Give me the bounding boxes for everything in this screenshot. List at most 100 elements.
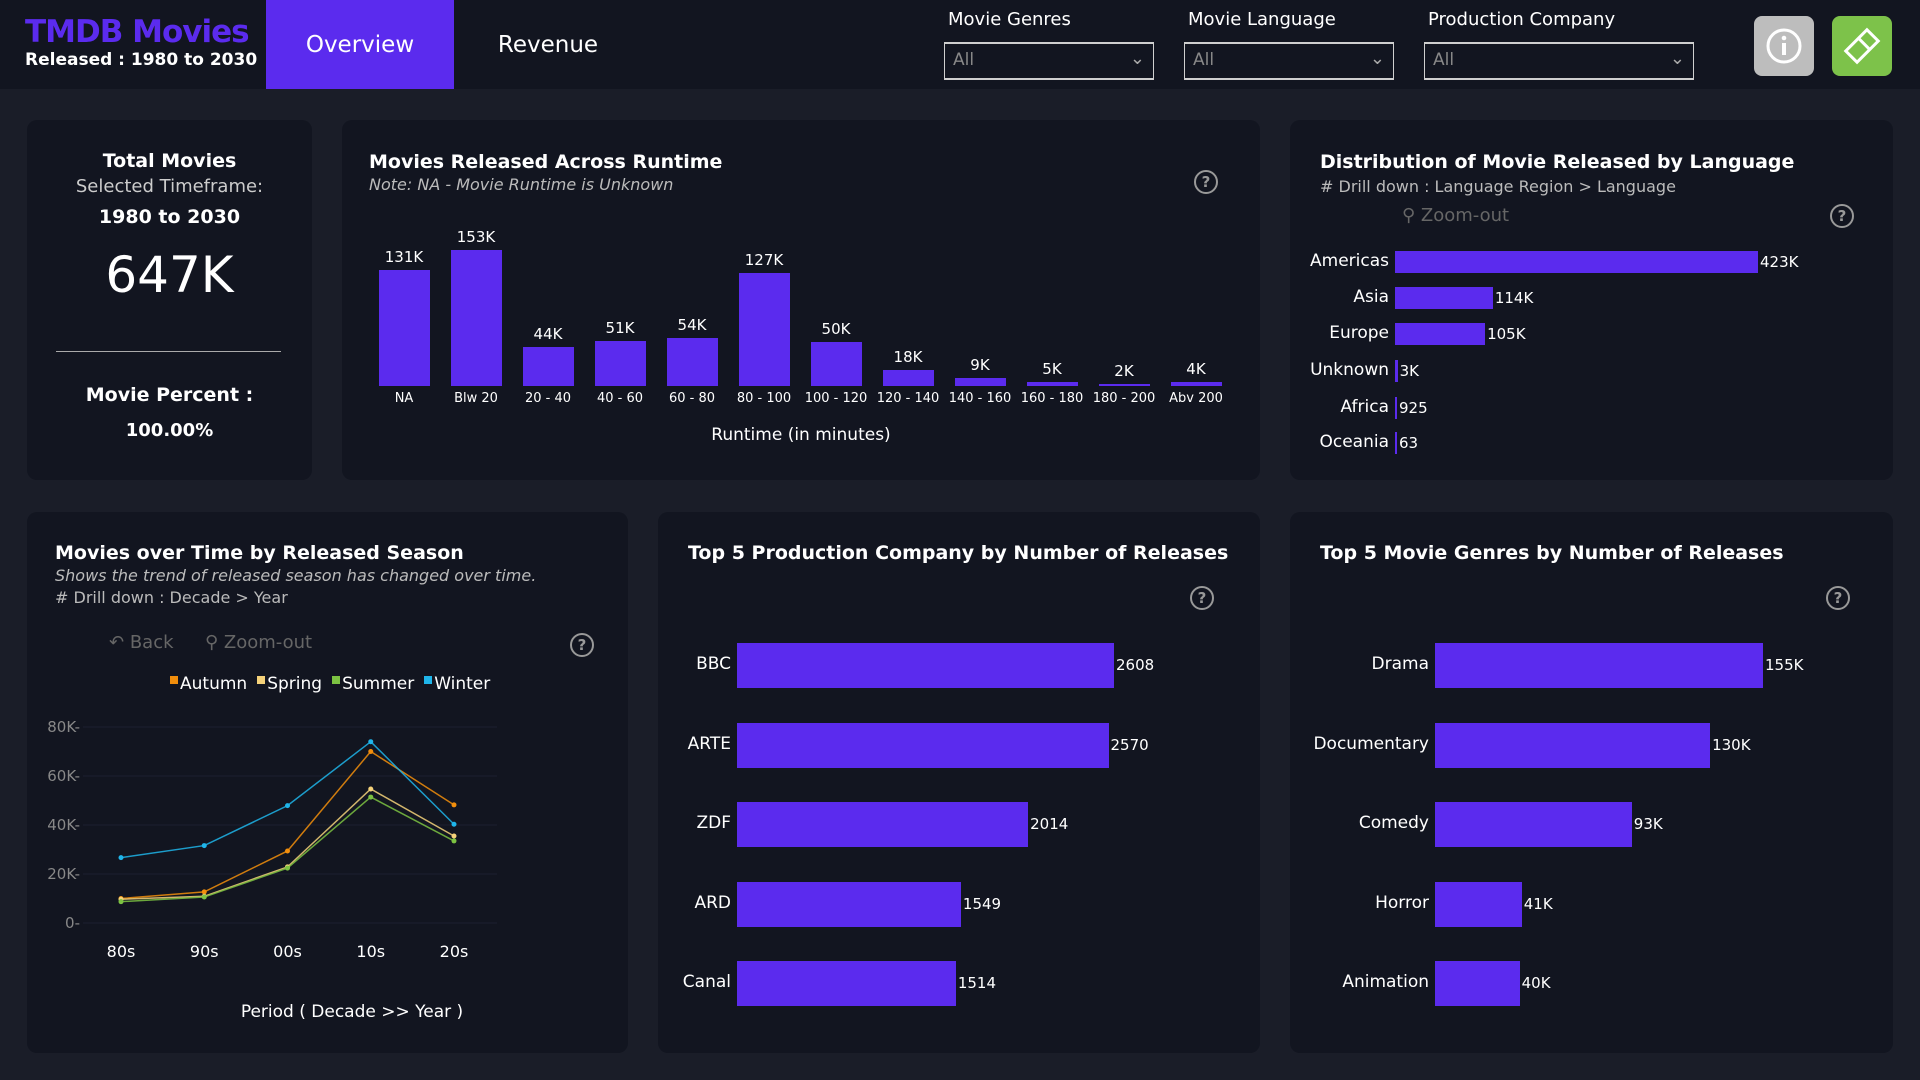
data-label: 423K <box>1760 253 1799 271</box>
data-point[interactable] <box>201 889 207 895</box>
chevron-down-icon: ⌄ <box>1369 48 1385 69</box>
legend-label: Spring <box>267 674 323 694</box>
info-button[interactable] <box>1754 16 1814 76</box>
chart-title: Movies Released Across Runtime <box>369 151 723 173</box>
legend: Autumn Spring Summer Winter <box>170 674 490 694</box>
category-label: Documentary <box>1313 734 1429 754</box>
category-label: Canal <box>682 972 731 992</box>
legend-swatch <box>332 676 341 684</box>
legend-label: Autumn <box>180 674 248 694</box>
data-point[interactable] <box>368 749 374 754</box>
legend-item[interactable]: Autumn <box>170 674 247 694</box>
data-point[interactable] <box>285 848 290 854</box>
kpi-value: 647K <box>105 246 234 304</box>
filter-genres-label: Movie Genres <box>948 9 1071 30</box>
x-tick-label: 90s <box>190 942 219 961</box>
tab-revenue[interactable]: Revenue <box>497 31 599 58</box>
category-label: Americas <box>1310 251 1389 271</box>
filter-genres-dropdown[interactable]: All ⌄ <box>944 42 1154 80</box>
data-label: 153K <box>456 228 496 246</box>
help-icon[interactable]: ? <box>570 633 594 657</box>
help-icon[interactable]: ? <box>1194 170 1218 194</box>
data-point[interactable] <box>451 833 457 839</box>
bar <box>883 370 934 386</box>
data-point[interactable] <box>368 739 374 745</box>
bar <box>1099 384 1150 386</box>
bar <box>1395 432 1397 454</box>
x-tick-label: 10s <box>356 942 385 961</box>
filter-language-dropdown[interactable]: All ⌄ <box>1184 42 1394 80</box>
data-point[interactable] <box>285 803 290 809</box>
data-point[interactable] <box>118 899 124 905</box>
data-label: 2014 <box>1030 815 1069 833</box>
chart-title: Top 5 Movie Genres by Number of Releases <box>1320 542 1784 564</box>
eraser-icon <box>1843 27 1881 65</box>
tab-overview[interactable]: Overview <box>266 0 454 89</box>
category-label: Animation <box>1342 972 1429 992</box>
y-tick-label: 80K- <box>47 718 80 736</box>
filter-company-dropdown[interactable]: All ⌄ <box>1424 42 1694 80</box>
bar <box>451 250 502 386</box>
data-point[interactable] <box>201 843 207 849</box>
data-label: 155K <box>1765 656 1804 674</box>
legend-item[interactable]: Summer <box>332 674 414 694</box>
bar <box>1435 801 1632 847</box>
chevron-down-icon: ⌄ <box>1669 48 1685 69</box>
category-label: ZDF <box>696 813 731 833</box>
data-point[interactable] <box>451 802 457 808</box>
help-icon[interactable]: ? <box>1830 204 1854 228</box>
help-icon[interactable]: ? <box>1826 586 1850 610</box>
chart-subtitle: Shows the trend of released season has c… <box>55 566 537 585</box>
bar <box>737 881 961 927</box>
series-line-winter <box>120 740 455 859</box>
bar <box>1435 881 1522 927</box>
data-label: 44K <box>533 324 563 343</box>
category-label: 80 - 100 <box>736 391 792 406</box>
category-label: NA <box>394 391 414 406</box>
data-label: 1514 <box>957 974 997 992</box>
data-label: 3K <box>1399 362 1419 380</box>
zoom-out-button[interactable]: ⚲ Zoom-out <box>205 632 312 653</box>
bar <box>1435 642 1763 688</box>
bar <box>739 273 790 386</box>
chart-title: Distribution of Movie Released by Langua… <box>1320 151 1795 173</box>
data-point[interactable] <box>118 855 124 861</box>
bar <box>1171 382 1222 386</box>
divider <box>56 351 281 352</box>
bar <box>737 960 956 1006</box>
bar <box>737 722 1109 768</box>
legend-item[interactable]: Spring <box>257 674 322 694</box>
legend-label: Summer <box>342 674 415 694</box>
category-label: Africa <box>1340 397 1390 417</box>
y-tick-label: 0- <box>65 914 80 932</box>
back-button[interactable]: ↶ Back <box>109 632 174 653</box>
bar <box>1395 397 1397 419</box>
data-point[interactable] <box>368 794 374 800</box>
data-label: 2608 <box>1116 656 1155 674</box>
clear-filters-button[interactable] <box>1832 16 1892 76</box>
data-point[interactable] <box>201 894 207 900</box>
data-point[interactable] <box>368 786 374 792</box>
bar <box>811 341 862 386</box>
category-label: Blw 20 <box>454 391 498 406</box>
genres-chart-panel: Top 5 Movie Genres by Number of Releases… <box>1290 512 1893 1053</box>
legend-swatch <box>257 676 266 684</box>
zoom-out-label: Zoom-out <box>1420 205 1510 226</box>
help-icon[interactable]: ? <box>1190 586 1214 610</box>
bar <box>1395 287 1493 309</box>
kpi-percent: 100.00% <box>125 420 214 441</box>
y-tick-label: 60K- <box>47 767 80 785</box>
filter-genres-value: All <box>953 50 975 70</box>
data-point[interactable] <box>451 838 457 844</box>
category-label: Unknown <box>1310 360 1389 380</box>
kpi-timeframe-label: Selected Timeframe: <box>75 176 264 197</box>
legend-item[interactable]: Winter <box>424 674 490 694</box>
zoom-out-icon: ⚲ <box>1402 205 1421 226</box>
x-tick-label: 80s <box>107 942 136 961</box>
data-point[interactable] <box>285 865 290 871</box>
filter-company-value: All <box>1433 50 1455 70</box>
chevron-down-icon: ⌄ <box>1129 48 1145 69</box>
category-label: Asia <box>1353 287 1389 307</box>
data-point[interactable] <box>451 821 457 827</box>
zoom-out-button[interactable]: ⚲ Zoom-out <box>1402 205 1509 226</box>
